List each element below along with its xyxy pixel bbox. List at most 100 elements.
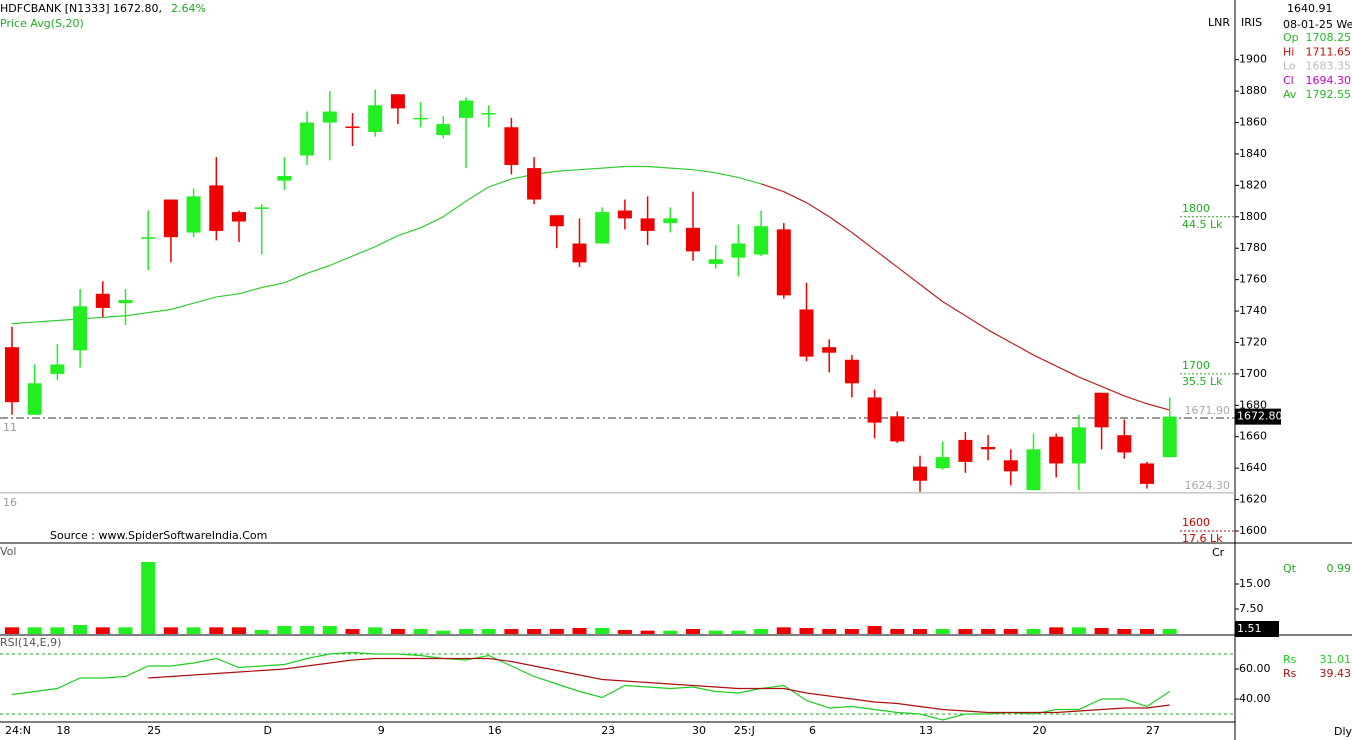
volume-bar bbox=[345, 629, 360, 634]
volume-bar bbox=[1094, 628, 1109, 634]
info-price: 1640.91 bbox=[1287, 2, 1333, 15]
volume-bar bbox=[1026, 629, 1041, 634]
moving-average bbox=[1078, 376, 1102, 388]
moving-average bbox=[102, 315, 126, 318]
volume-bar bbox=[731, 630, 746, 634]
volume-bar bbox=[254, 630, 269, 634]
candle-body bbox=[95, 293, 110, 308]
change-percent: 2.64% bbox=[171, 2, 206, 15]
candle-body bbox=[686, 227, 700, 252]
candle-body bbox=[436, 124, 451, 136]
moving-average bbox=[420, 216, 444, 229]
candle-body bbox=[322, 111, 337, 123]
volume-bar bbox=[209, 627, 224, 634]
moving-average bbox=[556, 169, 580, 172]
moving-average bbox=[1055, 365, 1080, 378]
candle-body bbox=[549, 215, 564, 227]
toolbar-item[interactable]: LNR bbox=[1208, 16, 1230, 29]
moving-average bbox=[851, 232, 875, 251]
moving-average bbox=[760, 183, 784, 193]
x-tick-label: 25 bbox=[147, 724, 161, 737]
volume-bar bbox=[867, 626, 882, 634]
y-tick-label: 1840 bbox=[1239, 147, 1267, 160]
moving-average bbox=[965, 315, 989, 331]
legend-value: 31.01 bbox=[1320, 653, 1352, 666]
candle-body bbox=[1026, 449, 1041, 491]
info-label: Op bbox=[1283, 31, 1299, 44]
moving-average bbox=[238, 286, 262, 295]
moving-average bbox=[488, 178, 512, 188]
y-tick-label: 1800 bbox=[1239, 210, 1267, 223]
volume-bar bbox=[981, 629, 996, 634]
candle-body bbox=[186, 196, 201, 233]
candle-body bbox=[5, 347, 19, 403]
x-tick-label: 30 bbox=[692, 724, 706, 737]
y-tick-label: 1660 bbox=[1239, 430, 1267, 443]
candle-body bbox=[481, 113, 496, 115]
volume-bar bbox=[1071, 627, 1086, 634]
x-tick-label: 20 bbox=[1033, 724, 1047, 737]
y-tick-label: 1880 bbox=[1239, 84, 1267, 97]
last-price: 1672.80 bbox=[1237, 410, 1283, 423]
y-tick-label: 1740 bbox=[1239, 304, 1267, 317]
y-tick-label: 1760 bbox=[1239, 273, 1267, 286]
info-value: 1708.25 bbox=[1306, 31, 1352, 44]
volume-bar bbox=[617, 630, 632, 634]
info-value: 1792.55 bbox=[1306, 88, 1352, 101]
panel-label: Vol bbox=[0, 545, 16, 558]
volume-bar bbox=[27, 627, 42, 634]
volume-bar bbox=[118, 627, 133, 634]
volume-bar bbox=[163, 627, 178, 634]
moving-average bbox=[193, 296, 217, 304]
volume-bar bbox=[890, 629, 905, 634]
volume-bar bbox=[141, 562, 156, 634]
moving-average bbox=[465, 186, 490, 202]
volume-bar bbox=[459, 629, 473, 634]
level-value: 1700 bbox=[1182, 359, 1210, 372]
volume-bar bbox=[232, 627, 246, 634]
volume-bar bbox=[708, 630, 723, 634]
volume-bar bbox=[913, 629, 927, 634]
volume-bar bbox=[1140, 629, 1154, 634]
moving-average bbox=[602, 165, 625, 169]
moving-average bbox=[942, 301, 966, 317]
y-tick-label: 1700 bbox=[1239, 367, 1267, 380]
y-tick-label: 1600 bbox=[1239, 524, 1267, 537]
y-tick-label: 7.50 bbox=[1239, 602, 1264, 615]
level-volume: 17.6 Lk bbox=[1182, 532, 1223, 545]
moving-average bbox=[738, 176, 762, 185]
x-tick-label: 24:N bbox=[5, 724, 31, 737]
volume-bar bbox=[322, 626, 337, 634]
candle-body bbox=[572, 243, 587, 263]
moving-average bbox=[374, 235, 399, 248]
candle-body bbox=[1071, 427, 1086, 464]
info-value: 1683.35 bbox=[1306, 60, 1352, 73]
last-volume-box bbox=[1235, 621, 1279, 637]
candle-body bbox=[844, 359, 859, 384]
volume-bar bbox=[822, 629, 837, 634]
moving-average bbox=[783, 191, 807, 204]
y-tick-label: 1680 bbox=[1239, 398, 1267, 411]
toolbar-item[interactable]: IRIS bbox=[1241, 16, 1262, 29]
candle-body bbox=[390, 94, 405, 109]
y-tick-label: 1640 bbox=[1239, 461, 1267, 474]
volume-bar bbox=[368, 627, 383, 634]
volume-bar bbox=[754, 629, 769, 634]
volume-bar bbox=[1003, 629, 1018, 634]
legend-name: Rs bbox=[1283, 653, 1297, 666]
candle-body bbox=[799, 309, 814, 357]
x-tick-label: 18 bbox=[56, 724, 70, 737]
y-tick-label: 1900 bbox=[1239, 53, 1267, 66]
moving-average bbox=[647, 165, 671, 169]
y-tick-label: 1860 bbox=[1239, 116, 1267, 129]
marker-label: 1671.90 bbox=[1185, 404, 1231, 417]
volume-bar bbox=[504, 629, 519, 634]
x-tick-label: 27 bbox=[1146, 724, 1160, 737]
candle-body bbox=[754, 226, 769, 255]
level-value: 1800 bbox=[1182, 202, 1210, 215]
volume-bar bbox=[844, 629, 859, 634]
candle-body bbox=[595, 212, 610, 244]
y-tick-label: 1620 bbox=[1239, 493, 1267, 506]
x-tick-label: 23 bbox=[601, 724, 615, 737]
volume-bar bbox=[50, 627, 65, 634]
